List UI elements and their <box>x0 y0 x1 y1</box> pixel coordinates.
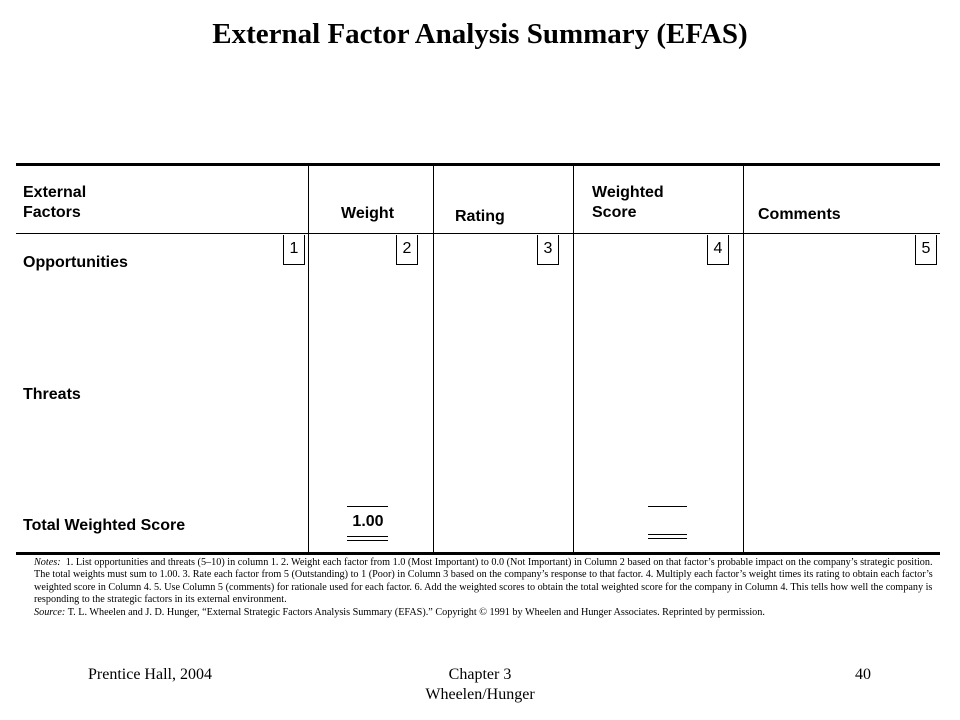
header-rating: Rating <box>455 208 505 225</box>
score-total-double-underline <box>648 538 687 539</box>
weight-total-underline <box>347 506 388 507</box>
column-divider <box>573 166 574 552</box>
footer-chapter: Chapter 3 Wheelen/Hunger <box>425 666 535 703</box>
row-label-total: Total Weighted Score <box>23 517 186 534</box>
header-comments: Comments <box>758 206 841 223</box>
weight-total-double-underline <box>347 536 388 537</box>
footer-publisher: Prentice Hall, 2004 <box>88 666 212 683</box>
table-bottom-rule <box>16 552 940 555</box>
column-divider <box>308 166 309 552</box>
weight-total-double-underline <box>347 540 388 541</box>
column-number-3: 3 <box>537 235 559 265</box>
header-divider <box>16 233 940 234</box>
column-number-5: 5 <box>915 235 937 265</box>
column-divider <box>433 166 434 552</box>
page-title: External Factor Analysis Summary (EFAS) <box>212 18 748 50</box>
score-entry-line <box>648 506 687 507</box>
header-weight: Weight <box>341 205 395 222</box>
row-label-opportunities: Opportunities <box>23 254 128 271</box>
table-top-rule <box>16 163 940 166</box>
column-divider <box>743 166 744 552</box>
score-total-double-underline <box>648 534 687 535</box>
header-external-factors: External Factors <box>23 184 87 221</box>
header-weighted-score: Weighted Score <box>592 184 664 221</box>
total-weight-value: 1.00 <box>352 513 384 530</box>
column-number-1: 1 <box>283 235 305 265</box>
row-label-threats: Threats <box>23 386 81 403</box>
column-number-2: 2 <box>396 235 418 265</box>
table-notes: Notes: 1. List opportunities and threats… <box>34 557 934 619</box>
column-number-4: 4 <box>707 235 729 265</box>
source-paragraph: Source: T. L. Wheelen and J. D. Hunger, … <box>34 606 765 618</box>
footer-page-number: 40 <box>855 666 871 683</box>
notes-paragraph: Notes: 1. List opportunities and threats… <box>34 557 933 606</box>
